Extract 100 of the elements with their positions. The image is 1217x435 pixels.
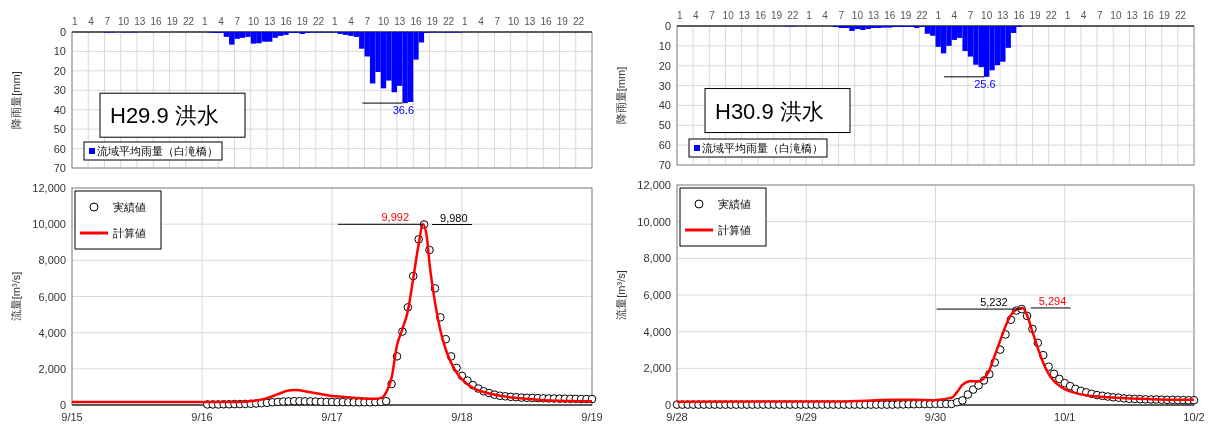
y-tick-label: 70: [53, 162, 66, 174]
y-tick-label: 30: [53, 84, 66, 97]
x-tick-label: 13: [264, 16, 276, 27]
x-tick-label: 4: [1080, 10, 1087, 21]
y-axis-title: 流量[m³/s]: [615, 270, 627, 320]
x-tick-label: 16: [280, 16, 292, 27]
y-tick-label: 40: [658, 99, 671, 112]
x-tick-label: 16: [754, 10, 767, 21]
x-tick-label: 1: [676, 10, 683, 21]
y-axis-title: 降雨量[mm]: [10, 71, 22, 129]
x-tick-label: 19: [166, 16, 179, 27]
x-tick-label: 16: [410, 16, 422, 27]
x-tick-label: 4: [478, 16, 485, 27]
x-tick-label: 7: [709, 10, 716, 21]
y-tick-label: 0: [59, 26, 66, 38]
x-tick-label: 9/28: [666, 411, 688, 423]
x-tick-label: 13: [134, 16, 146, 27]
y-tick-label: 10: [658, 39, 671, 52]
x-tick-label: 10: [507, 16, 520, 27]
x-tick-label: 13: [738, 10, 751, 21]
x-tick-label: 1: [806, 10, 813, 21]
x-tick-label: 9/17: [321, 411, 343, 423]
x-tick-label: 10/2: [1183, 411, 1205, 423]
text: H30.9 洪水: [715, 98, 824, 124]
data-label: 36.6: [392, 104, 415, 117]
y-tick-label: 2,000: [38, 362, 66, 375]
x-tick-label: 9/30: [924, 411, 947, 423]
x-tick-label: 22: [312, 16, 325, 27]
x-tick-label: 7: [1096, 10, 1103, 21]
x-tick-label: 22: [787, 10, 799, 21]
y-tick-label: 0: [59, 399, 66, 411]
x-tick-label: 22: [572, 16, 585, 27]
y-tick-label: 12,000: [32, 182, 66, 194]
x-tick-label: 13: [394, 16, 406, 27]
data-label: 5,294: [1038, 294, 1067, 307]
x-tick-label: 10: [247, 16, 260, 27]
y-tick-label: 30: [658, 79, 671, 92]
x-tick-label: 9/29: [795, 411, 817, 423]
x-tick-label: 7: [104, 16, 111, 27]
x-tick-label: 22: [182, 16, 195, 27]
legend-label: 流域平均雨量（白滝橋）: [97, 145, 218, 157]
x-tick-label: 16: [540, 16, 552, 27]
x-tick-label: 4: [822, 10, 829, 21]
y-tick-label: 4,000: [38, 326, 66, 339]
x-tick-label: 9/19: [581, 411, 603, 423]
y-axis-title: 流量[m³/s]: [10, 271, 22, 322]
legend-label: 流域平均雨量（白滝橋）: [702, 142, 823, 154]
x-tick-label: 16: [150, 16, 162, 27]
x-tick-label: 10: [851, 10, 864, 21]
legend-label: 実績値: [718, 198, 751, 210]
x-tick-label: 22: [1045, 10, 1058, 21]
x-tick-label: 1: [201, 16, 208, 27]
x-tick-label: 16: [884, 10, 896, 21]
x-tick-label: 10: [117, 16, 130, 27]
x-tick-label: 9/15: [61, 411, 83, 423]
data-label: 5,232: [980, 296, 1008, 309]
y-tick-label: 20: [53, 64, 66, 77]
x-tick-label: 13: [1126, 10, 1139, 21]
y-tick-label: 6,000: [643, 289, 671, 301]
x-tick-label: 4: [218, 16, 225, 27]
x-tick-label: 9/18: [451, 411, 473, 423]
y-tick-label: 6,000: [38, 290, 66, 303]
text: H29.9 洪水: [110, 103, 219, 129]
y-tick-label: 12,000: [637, 179, 671, 191]
y-tick-label: 8,000: [38, 254, 66, 267]
x-tick-label: 19: [1158, 10, 1171, 21]
y-tick-label: 2,000: [643, 362, 671, 375]
legend-label: 計算値: [113, 227, 146, 239]
x-tick-label: 19: [296, 16, 309, 27]
y-axis-title: 降雨量[mm]: [615, 66, 627, 125]
y-tick-label: 10: [53, 45, 66, 58]
x-tick-label: 13: [868, 10, 880, 21]
x-tick-label: 4: [693, 10, 700, 21]
x-tick-label: 4: [951, 10, 958, 21]
x-tick-label: 16: [1013, 10, 1025, 21]
x-tick-label: 7: [494, 16, 501, 27]
x-tick-label: 10: [377, 16, 390, 27]
x-tick-label: 4: [348, 16, 355, 27]
x-tick-label: 7: [967, 10, 974, 21]
y-tick-label: 4,000: [643, 325, 671, 338]
x-tick-label: 10/1: [1054, 411, 1076, 423]
x-tick-label: 16: [1142, 10, 1155, 21]
y-tick-label: 60: [53, 142, 66, 155]
x-tick-label: 1: [935, 10, 942, 21]
y-tick-label: 0: [664, 20, 671, 32]
x-tick-label: 22: [916, 10, 929, 21]
y-tick-label: 10,000: [32, 218, 66, 231]
y-tick-label: 40: [53, 103, 66, 116]
x-tick-label: 1: [71, 16, 78, 27]
legend-label: 実績値: [113, 201, 146, 213]
x-tick-label: 10: [722, 10, 735, 21]
y-tick-label: 50: [53, 123, 66, 136]
x-tick-label: 19: [900, 10, 912, 21]
x-tick-label: 22: [1174, 10, 1187, 21]
x-tick-label: 22: [442, 16, 455, 27]
y-tick-label: 50: [658, 119, 671, 132]
legend-label: 計算値: [718, 224, 751, 236]
x-tick-label: 1: [331, 16, 338, 27]
x-tick-label: 10: [1110, 10, 1122, 21]
x-tick-label: 7: [364, 16, 371, 27]
